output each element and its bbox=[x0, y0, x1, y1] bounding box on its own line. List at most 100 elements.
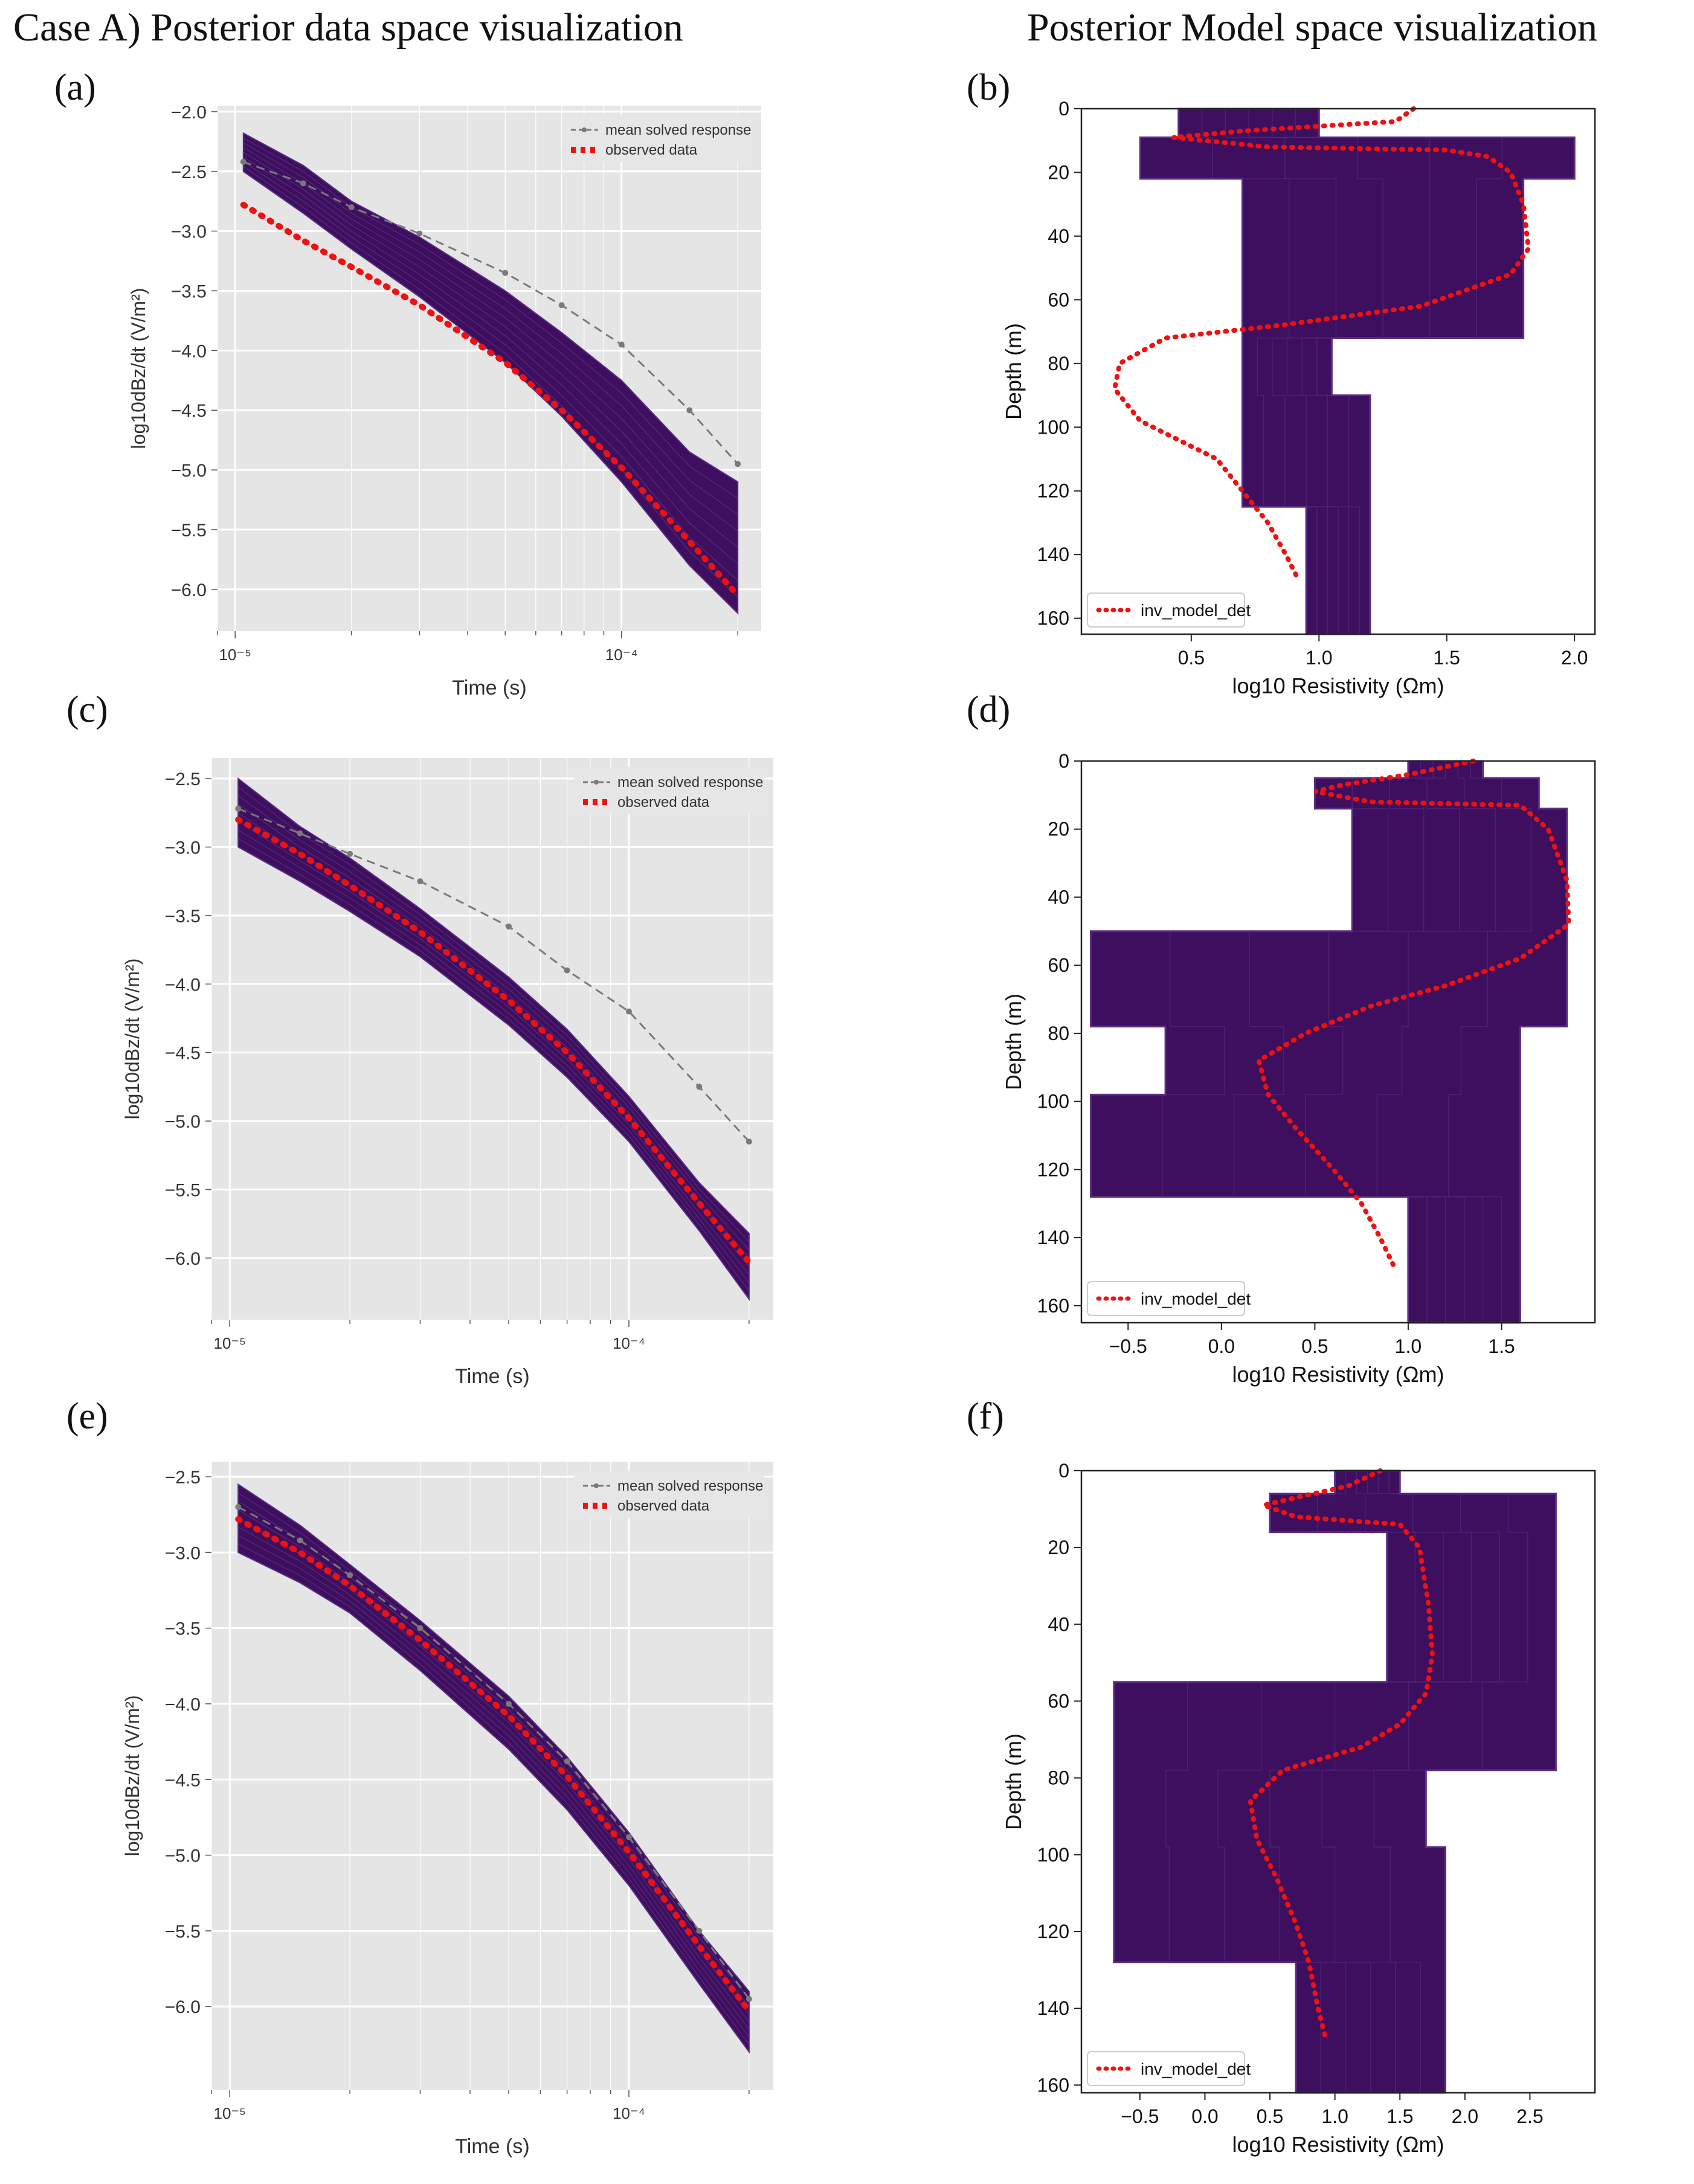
ensemble-line bbox=[1217, 1471, 1444, 2093]
x-tick-label: 1.5 bbox=[1386, 2105, 1413, 2127]
mean-solved-response-point bbox=[746, 1996, 752, 2002]
ensemble-line bbox=[1373, 1471, 1528, 2093]
mean-solved-response-point bbox=[297, 830, 303, 837]
y-tick-label: 20 bbox=[1048, 161, 1069, 183]
y-tick-label: −3.0 bbox=[165, 838, 201, 858]
y-tick-label: −4.0 bbox=[165, 1695, 201, 1715]
chart-b: 0 20 40 60 80 100 120 140 160 0.5 1.0 1.5 2.0 log10 R… bbox=[1001, 98, 1596, 698]
mean-solved-response-point bbox=[417, 878, 424, 885]
mean-solved-response-point bbox=[625, 1834, 632, 1840]
x-tick-label: 1.5 bbox=[1488, 1335, 1515, 1357]
panel-label-a: (a) bbox=[54, 67, 96, 108]
legend-box bbox=[574, 1471, 764, 1518]
y-tick-label: −4.5 bbox=[171, 401, 207, 421]
y-tick-label: −5.5 bbox=[171, 521, 207, 541]
x-axis-label: log10 Resistivity (Ωm) bbox=[1232, 1362, 1444, 1387]
inv-model-det-line bbox=[1255, 759, 1571, 1268]
y-tick-label: −3.5 bbox=[165, 907, 201, 927]
ensemble-line bbox=[237, 821, 750, 1275]
y-axis-label: Depth (m) bbox=[1001, 323, 1026, 420]
mean-solved-response-point bbox=[746, 1139, 752, 1145]
legend-inv-label: inv_model_det bbox=[1141, 601, 1251, 620]
x-tick-label: 0.5 bbox=[1257, 2105, 1283, 2127]
x-axis-label: Time (s) bbox=[455, 1365, 529, 1388]
x-axis-label: log10 Resistivity (Ωm) bbox=[1232, 2132, 1444, 2157]
ensemble-line bbox=[243, 161, 738, 581]
y-tick-label: 100 bbox=[1037, 1091, 1069, 1113]
right-column-header: Posterior Model space visualization bbox=[1027, 5, 1597, 50]
ensemble-line bbox=[1305, 761, 1465, 1323]
ensemble-line bbox=[237, 1535, 750, 2037]
y-tick-label: −6.0 bbox=[165, 1997, 201, 2017]
mean-solved-response-point bbox=[558, 302, 565, 309]
y-tick-label: −2.5 bbox=[171, 162, 207, 182]
y-tick-label: 60 bbox=[1048, 1690, 1069, 1712]
panel-label-f: (f) bbox=[967, 1396, 1004, 1437]
mean-solved-response-point bbox=[240, 158, 246, 165]
mean-solved-response-point bbox=[506, 923, 512, 930]
y-tick-label: −4.5 bbox=[165, 1044, 201, 1064]
ensemble-line bbox=[1295, 109, 1503, 634]
y-tick-label: −5.0 bbox=[171, 461, 207, 481]
mean-solved-response-point bbox=[625, 1008, 632, 1015]
x-tick-label: 10⁻⁵ bbox=[214, 1334, 246, 1352]
y-tick-label: −3.0 bbox=[165, 1543, 201, 1563]
y-axis-label: Depth (m) bbox=[1001, 994, 1026, 1090]
legend-mean-label: mean solved response bbox=[605, 122, 751, 138]
ensemble-line bbox=[237, 829, 750, 1283]
mean-solved-response-point bbox=[618, 341, 625, 348]
ensemble-line bbox=[237, 1526, 750, 2030]
y-tick-label: 80 bbox=[1048, 1767, 1069, 1789]
panel-label-d: (d) bbox=[967, 689, 1011, 730]
mean-solved-response-point bbox=[506, 1700, 512, 1707]
ensemble-line bbox=[243, 147, 738, 532]
ensemble-line bbox=[243, 166, 738, 597]
observed-data-line bbox=[235, 1516, 752, 2014]
inv-model-det-line bbox=[1112, 106, 1531, 583]
chart-e: −2.5 −3.0 −3.5 −4.0 −4.5 −5.0 −5.5 −6.0 10⁻⁵ 10⁻⁴… bbox=[121, 1462, 773, 2158]
y-tick-label: −2.5 bbox=[165, 1468, 201, 1488]
y-tick-label: 120 bbox=[1037, 480, 1069, 502]
y-tick-label: 100 bbox=[1037, 416, 1069, 438]
ensemble-line bbox=[237, 795, 750, 1250]
mean-solved-response-point bbox=[347, 1572, 353, 1578]
ensemble-line bbox=[243, 137, 738, 499]
y-tick-label: −4.5 bbox=[165, 1770, 201, 1790]
mean-solved-response-point bbox=[564, 1758, 570, 1765]
plot-frame-f bbox=[1080, 1469, 1596, 2094]
mean-solved-response-point bbox=[696, 1084, 703, 1090]
x-tick-label: 0.0 bbox=[1208, 1335, 1235, 1357]
mean-solved-response-point bbox=[300, 180, 306, 187]
x-tick-label: 10⁻⁴ bbox=[605, 646, 638, 664]
legend-observed-label: observed data bbox=[617, 1498, 710, 1514]
y-tick-label: 80 bbox=[1048, 353, 1069, 374]
y-tick-label: 120 bbox=[1037, 1158, 1069, 1180]
x-axis-label: Time (s) bbox=[452, 676, 526, 699]
x-tick-label: 0.0 bbox=[1191, 2105, 1218, 2127]
x-tick-label: 10⁻⁵ bbox=[219, 646, 251, 664]
y-tick-label: −6.0 bbox=[171, 580, 207, 600]
y-axis-label: log10dBz/dt (V/m²) bbox=[121, 1695, 143, 1857]
left-column-header: Case A) Posterior data space visualizati… bbox=[13, 5, 683, 50]
mean-solved-response-point bbox=[686, 407, 693, 414]
y-tick-label: −2.0 bbox=[171, 103, 207, 123]
legend-a: mean solved response observed data bbox=[562, 115, 752, 162]
ensemble-line bbox=[1376, 761, 1496, 1323]
y-tick-label: 160 bbox=[1037, 1295, 1069, 1317]
ensemble-band-e bbox=[237, 1483, 750, 2054]
legend-e: mean solved response observed data bbox=[574, 1471, 764, 1518]
chart-f: 0 20 40 60 80 100 120 140 160 −0.5 0.0 0.5 1.0 1.5 2.0… bbox=[1001, 1460, 1596, 2157]
y-tick-label: −3.5 bbox=[171, 281, 207, 301]
observed-data-line bbox=[240, 202, 741, 599]
y-tick-label: 0 bbox=[1058, 750, 1069, 772]
x-tick-label: 0.5 bbox=[1178, 647, 1205, 669]
y-tick-label: −3.0 bbox=[171, 222, 207, 242]
panel-label-b: (b) bbox=[967, 67, 1011, 108]
legend-mean-label: mean solved response bbox=[617, 1478, 763, 1494]
x-axis-label: Time (s) bbox=[455, 2135, 529, 2158]
x-tick-label: 1.5 bbox=[1433, 647, 1460, 669]
mean-solved-response-point bbox=[696, 1927, 703, 1934]
x-axis-label: log10 Resistivity (Ωm) bbox=[1232, 673, 1444, 698]
mean-solved-response-point bbox=[502, 269, 509, 276]
x-tick-label: 2.5 bbox=[1516, 2105, 1543, 2127]
